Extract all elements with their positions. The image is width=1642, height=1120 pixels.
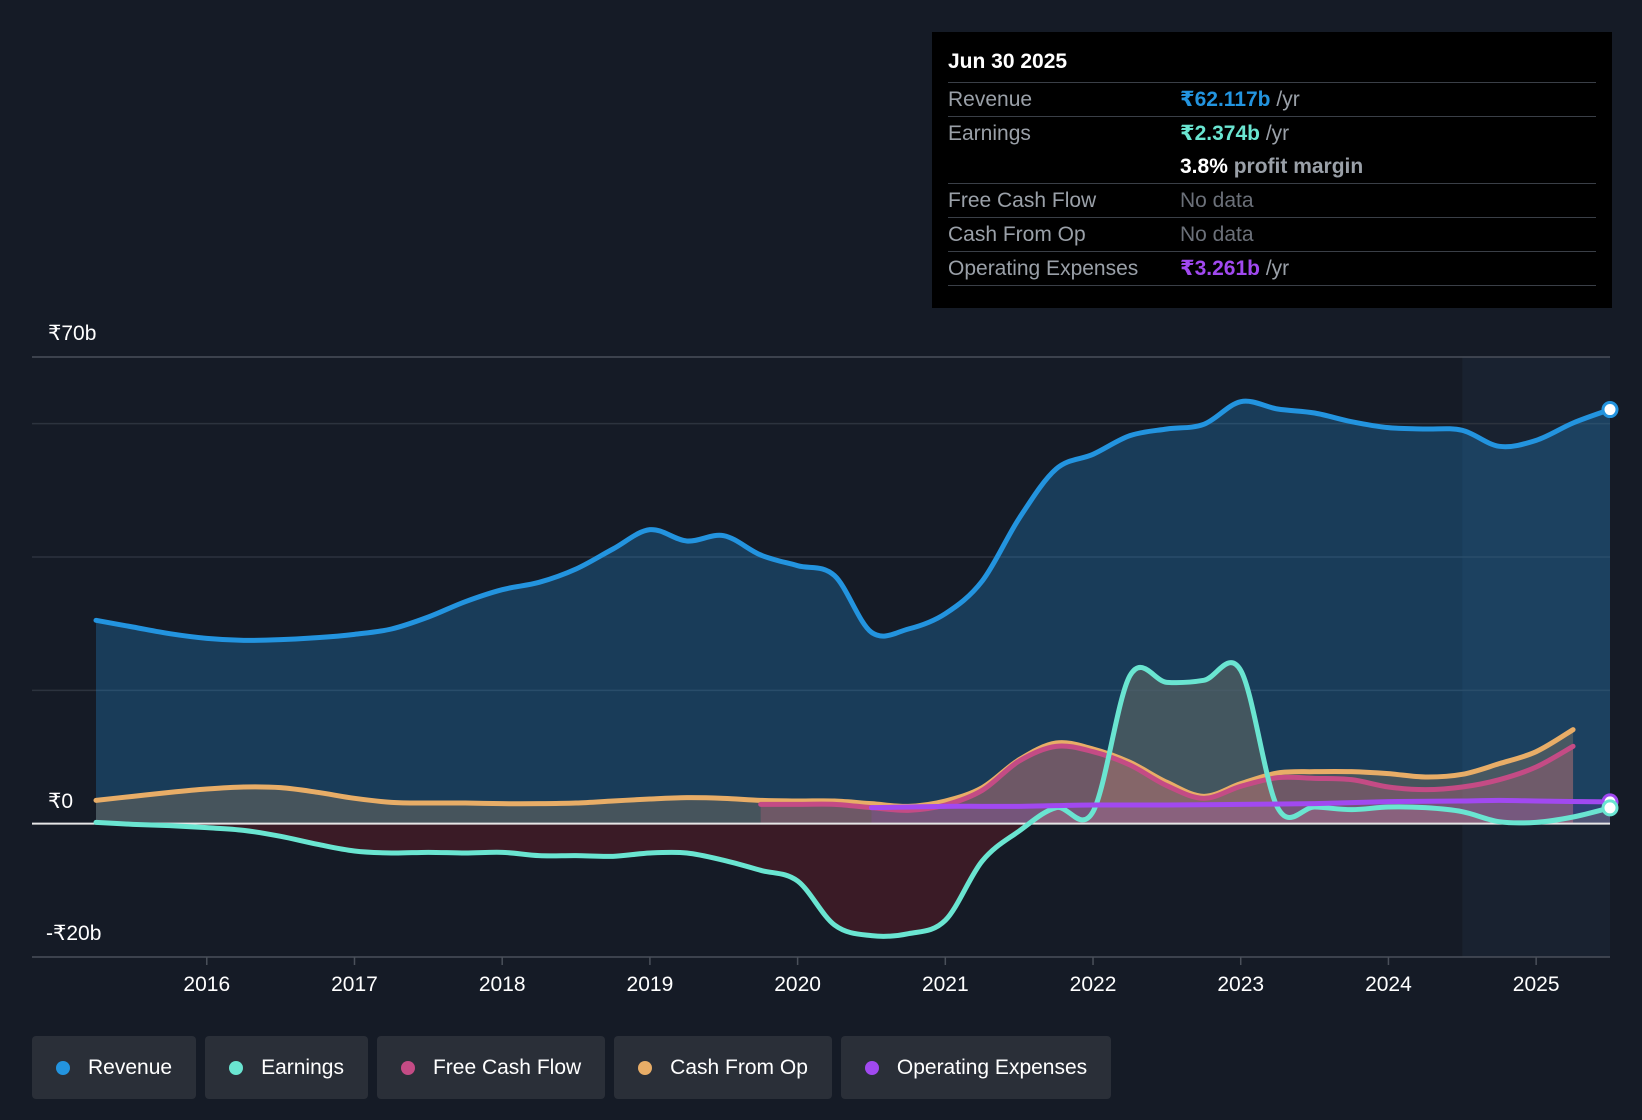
tooltip-row-cfo: Cash From Op No data (948, 217, 1596, 251)
legend-dot-icon (638, 1060, 653, 1075)
x-tick-label: 2020 (774, 973, 821, 996)
tooltip-row-earnings: Earnings ₹2.374b /yr (948, 116, 1596, 150)
gridlines (32, 356, 1610, 958)
legend-dot-icon (864, 1060, 879, 1075)
line-free-cash-flow (758, 743, 1576, 813)
x-axis-ticks: 2016 2017 2018 2019 2020 2021 2022 2023 2024 2025 (183, 957, 1560, 996)
tooltip-unit: /yr (1276, 88, 1300, 111)
legend-item-free-cash-flow[interactable]: Free Cash Flow (376, 1036, 606, 1099)
tooltip-panel: Jun 30 2025 Revenue ₹62.117b /yr Earning… (932, 32, 1612, 308)
x-tick-label: 2023 (1217, 973, 1264, 996)
legend-item-revenue[interactable]: Revenue (32, 1036, 197, 1099)
legend-label: Revenue (88, 1055, 173, 1079)
forecast-region (1462, 357, 1610, 957)
legend-dot-icon (56, 1060, 70, 1075)
tooltip-row-margin: 3.8% profit margin (948, 150, 1596, 183)
tooltip-value-revenue: ₹62.117b (1180, 88, 1271, 111)
tooltip-unit: /yr (1265, 122, 1290, 145)
y-label-bottom: -₹20b (46, 922, 101, 945)
area-earnings-positive (96, 662, 1610, 824)
area-revenue (96, 401, 1610, 824)
area-earnings (96, 662, 1610, 937)
line-revenue (93, 398, 1613, 643)
endpoint-revenue (1601, 401, 1619, 419)
legend: Revenue Earnings Free Cash Flow Cash Fro… (32, 1036, 1112, 1099)
legend-label: Cash From Op (670, 1055, 808, 1079)
x-tick-label: 2021 (922, 973, 969, 996)
tooltip-value-fcf: No data (1180, 188, 1254, 212)
tooltip-row-fcf: Free Cash Flow No data (948, 183, 1596, 217)
legend-label: Operating Expenses (896, 1055, 1088, 1079)
y-label-top: ₹70b (48, 322, 96, 345)
tooltip-unit: /yr (1265, 257, 1290, 280)
tooltip-label: Operating Expenses (948, 256, 1139, 280)
tooltip-row-revenue: Revenue ₹62.117b /yr (948, 82, 1596, 116)
x-tick-label: 2018 (479, 973, 526, 996)
endpoint-earnings (1601, 799, 1619, 817)
line-operating-expenses (868, 797, 1613, 811)
tooltip-row-opex: Operating Expenses ₹3.261b /yr (948, 251, 1596, 285)
line-earnings (93, 660, 1613, 939)
legend-label: Free Cash Flow (432, 1055, 582, 1079)
x-tick-label: 2025 (1513, 973, 1560, 996)
tooltip-value-opex: ₹3.261b (1180, 257, 1260, 280)
x-tick-label: 2022 (1070, 973, 1117, 996)
legend-dot-icon (229, 1060, 244, 1075)
tooltip-label: Revenue (948, 87, 1033, 111)
series-lines (32, 398, 1613, 939)
tooltip-value-earnings: ₹2.374b (1180, 122, 1260, 145)
tooltip-value-cfo: No data (1180, 222, 1254, 246)
tooltip-margin-text: profit margin (1233, 154, 1364, 178)
tooltip-label: Earnings (948, 121, 1031, 145)
legend-item-earnings[interactable]: Earnings (205, 1036, 368, 1099)
x-tick-label: 2016 (183, 973, 230, 996)
legend-dot-icon (400, 1060, 415, 1075)
x-tick-label: 2024 (1365, 973, 1412, 996)
legend-item-operating-expenses[interactable]: Operating Expenses (840, 1036, 1112, 1099)
series-areas (96, 401, 1610, 937)
legend-label: Earnings (261, 1055, 344, 1079)
tooltip-label: Cash From Op (948, 222, 1086, 246)
y-label-zero: ₹0 (48, 790, 73, 813)
tooltip-label: Free Cash Flow (948, 188, 1097, 212)
series-endpoints (1601, 401, 1619, 817)
legend-item-cash-from-op[interactable]: Cash From Op (614, 1036, 832, 1099)
tooltip-date: Jun 30 2025 (948, 50, 1068, 73)
line-cash-from-op (93, 727, 1576, 809)
x-tick-label: 2019 (627, 973, 674, 996)
tooltip-value-margin: 3.8% (1180, 154, 1228, 178)
x-tick-label: 2017 (331, 973, 378, 996)
